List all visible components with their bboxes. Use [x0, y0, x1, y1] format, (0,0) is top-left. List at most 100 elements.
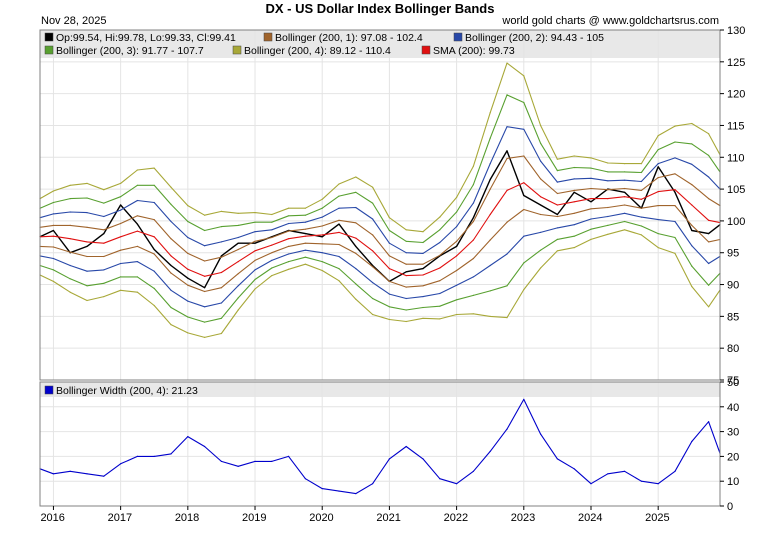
- legend-label: Bollinger (200, 4): 89.12 - 110.4: [244, 45, 391, 57]
- data-point: [607, 198, 609, 200]
- data-point: [170, 220, 172, 223]
- data-point: [355, 222, 357, 224]
- data-point: [204, 229, 206, 232]
- data-point: [674, 205, 676, 207]
- data-point: [422, 317, 424, 319]
- chart-date: Nov 28, 2025: [41, 15, 107, 27]
- data-point: [439, 254, 441, 256]
- data-point: [204, 336, 206, 338]
- data-point: [708, 154, 710, 156]
- legend-label: SMA (200): 99.73: [433, 45, 515, 57]
- data-point: [153, 304, 155, 307]
- data-point: [691, 184, 693, 186]
- data-point: [422, 306, 424, 309]
- data-point: [321, 198, 323, 200]
- data-point: [338, 195, 340, 197]
- data-point: [52, 235, 55, 237]
- series-line-7: [39, 220, 721, 323]
- main-plot-frame: [39, 29, 721, 381]
- data-point: [674, 191, 676, 193]
- data-point: [640, 171, 643, 174]
- data-point: [136, 169, 138, 171]
- data-point: [556, 250, 559, 252]
- data-point: [153, 236, 155, 238]
- data-point: [271, 259, 273, 261]
- data-point: [153, 253, 155, 255]
- data-point: [439, 229, 441, 231]
- data-point: [304, 478, 306, 480]
- data-point: [523, 128, 525, 130]
- data-point: [69, 251, 71, 253]
- data-point: [237, 285, 239, 287]
- data-point: [288, 238, 290, 240]
- data-point: [69, 198, 71, 200]
- x-tick-label: 2025: [645, 512, 669, 524]
- data-point: [607, 206, 609, 209]
- data-point: [607, 473, 609, 475]
- data-point: [204, 214, 206, 216]
- data-point: [170, 255, 172, 257]
- data-point: [170, 306, 172, 309]
- y-tick-label: 120: [727, 89, 745, 101]
- data-point: [674, 125, 676, 127]
- data-point: [103, 229, 105, 231]
- data-point: [170, 324, 172, 326]
- data-point: [237, 297, 239, 299]
- data-point: [372, 186, 374, 188]
- data-point: [422, 241, 424, 244]
- data-point: [523, 398, 525, 400]
- data-point: [254, 278, 256, 281]
- data-point: [338, 207, 340, 209]
- data-point: [338, 243, 340, 246]
- data-point: [489, 450, 491, 452]
- data-point: [187, 220, 189, 223]
- data-point: [136, 215, 138, 217]
- data-point: [540, 142, 542, 144]
- data-point: [120, 463, 122, 465]
- x-tick-label: 2023: [511, 512, 535, 524]
- legend-label: Bollinger (200, 3): 91.77 - 107.7: [56, 45, 204, 57]
- data-point: [86, 255, 88, 258]
- data-point: [187, 300, 189, 302]
- data-point: [708, 284, 710, 286]
- data-point: [304, 221, 306, 223]
- data-point: [624, 191, 626, 193]
- main-legend: Op:99.54, Hi:99.78, Lo:99.33, Cl:99.41 Bo…: [44, 32, 604, 57]
- data-point: [103, 242, 105, 244]
- legend-swatch: [232, 45, 242, 55]
- data-point: [153, 167, 155, 169]
- data-point: [338, 183, 340, 185]
- data-point: [321, 269, 323, 272]
- data-point: [103, 189, 105, 191]
- data-point: [220, 271, 222, 274]
- y-tick-label: 105: [727, 184, 745, 196]
- series-line-8: [39, 62, 721, 233]
- data-point: [103, 233, 105, 235]
- data-point: [187, 284, 189, 286]
- data-point: [237, 465, 239, 467]
- legend-swatch: [263, 32, 273, 42]
- data-point: [573, 468, 575, 470]
- width-y-axis: 0 10 20 30 40 50: [720, 377, 739, 513]
- data-point: [52, 201, 55, 204]
- data-point: [607, 215, 609, 218]
- data-point: [540, 196, 542, 198]
- y-tick-label: 125: [727, 57, 745, 69]
- data-point: [540, 160, 542, 162]
- data-point: [136, 199, 138, 202]
- data-point: [556, 215, 559, 218]
- data-point: [321, 225, 323, 227]
- data-point: [556, 227, 559, 229]
- data-point: [69, 470, 71, 472]
- data-point: [422, 458, 424, 460]
- data-point: [506, 189, 508, 191]
- data-point: [590, 157, 592, 159]
- data-point: [708, 133, 710, 135]
- data-point: [52, 229, 55, 232]
- data-point: [170, 289, 172, 291]
- data-point: [372, 266, 374, 268]
- data-point: [708, 421, 710, 423]
- data-point: [573, 166, 575, 169]
- data-point: [86, 197, 88, 199]
- data-point: [120, 276, 122, 278]
